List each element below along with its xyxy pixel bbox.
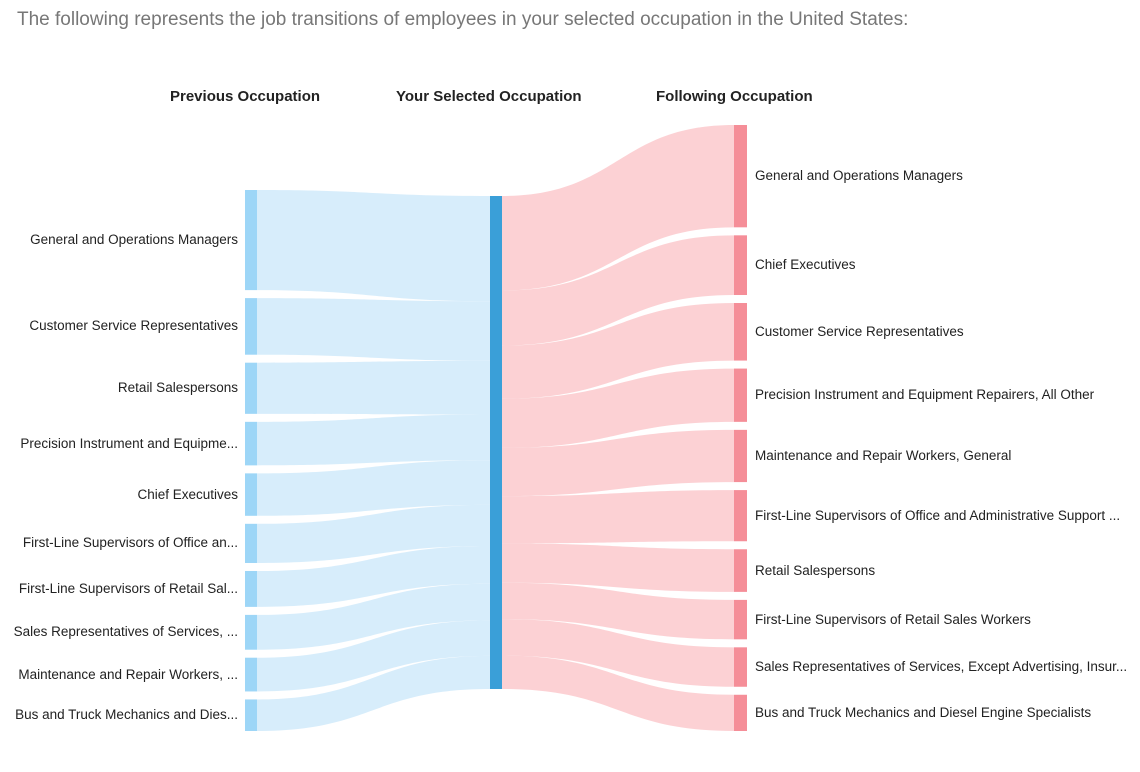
following-occupation-label: Precision Instrument and Equipment Repai… — [755, 387, 1095, 403]
following-occupation-label: Maintenance and Repair Workers, General — [755, 447, 1012, 463]
previous-occupation-label: Retail Salespersons — [117, 380, 238, 396]
following-occupation-label: Customer Service Representatives — [755, 323, 964, 339]
previous-occupation-node[interactable] — [245, 190, 257, 291]
source-link[interactable] — [257, 360, 490, 415]
following-occupation-label: Sales Representatives of Services, Excep… — [755, 659, 1128, 675]
previous-occupation-label: Maintenance and Repair Workers, ... — [18, 666, 238, 682]
following-occupation-node[interactable] — [734, 599, 747, 640]
target-link[interactable] — [502, 429, 734, 497]
source-link[interactable] — [257, 620, 490, 692]
previous-occupation-node[interactable] — [245, 421, 257, 466]
following-occupation-node[interactable] — [734, 125, 747, 228]
previous-occupation-node[interactable] — [245, 699, 257, 731]
target-link[interactable] — [502, 125, 734, 291]
following-occupation-node[interactable] — [734, 429, 747, 483]
target-link[interactable] — [502, 235, 734, 346]
target-link[interactable] — [502, 490, 734, 544]
source-link[interactable] — [257, 583, 490, 650]
following-occupation-node[interactable] — [734, 368, 747, 422]
following-occupation-label: Chief Executives — [755, 257, 856, 273]
source-links — [257, 190, 490, 731]
previous-occupation-node[interactable] — [245, 523, 257, 563]
following-occupation-label: General and Operations Managers — [755, 168, 963, 184]
previous-occupation-node[interactable] — [245, 570, 257, 607]
previous-occupation-label: First-Line Supervisors of Retail Sal... — [18, 580, 238, 596]
nodes — [245, 125, 747, 731]
previous-occupation-label: Bus and Truck Mechanics and Dies... — [15, 707, 238, 723]
previous-occupation-node[interactable] — [245, 657, 257, 692]
previous-occupation-label: Precision Instrument and Equipme... — [20, 435, 238, 451]
source-link[interactable] — [257, 460, 490, 516]
previous-occupation-label: Customer Service Representatives — [29, 318, 238, 334]
previous-occupation-label: Sales Representatives of Services, ... — [13, 624, 238, 640]
selected-occupation-node[interactable] — [490, 196, 502, 689]
following-occupation-node[interactable] — [734, 303, 747, 361]
target-link[interactable] — [502, 619, 734, 687]
source-link[interactable] — [257, 414, 490, 466]
intro-text: The following represents the job transit… — [17, 9, 909, 30]
following-occupation-label: Bus and Truck Mechanics and Diesel Engin… — [755, 704, 1092, 720]
previous-occupation-header: Previous Occupation — [170, 88, 321, 105]
target-link[interactable] — [502, 303, 734, 399]
following-occupation-node[interactable] — [734, 647, 747, 687]
following-occupation-label: Retail Salespersons — [755, 562, 876, 578]
following-occupation-node[interactable] — [734, 235, 747, 296]
source-link[interactable] — [257, 504, 490, 563]
following-occupation-label: First-Line Supervisors of Retail Sales W… — [755, 611, 1031, 627]
target-link[interactable] — [502, 368, 734, 448]
target-links — [502, 125, 734, 731]
previous-occupation-label: First-Line Supervisors of Office an... — [22, 535, 238, 551]
following-occupation-label: First-Line Supervisors of Office and Adm… — [755, 507, 1121, 523]
target-link[interactable] — [502, 582, 734, 640]
selected-occupation-header: Your Selected Occupation — [396, 88, 582, 105]
source-link[interactable] — [257, 298, 490, 361]
following-occupation-header: Following Occupation — [656, 88, 813, 105]
previous-occupation-node[interactable] — [245, 298, 257, 355]
target-link[interactable] — [502, 655, 734, 731]
following-occupation-node[interactable] — [734, 694, 747, 731]
previous-occupation-node[interactable] — [245, 473, 257, 516]
source-link[interactable] — [257, 655, 490, 731]
previous-occupation-node[interactable] — [245, 362, 257, 414]
previous-occupation-label: Chief Executives — [137, 486, 238, 502]
previous-occupation-label: General and Operations Managers — [30, 232, 238, 248]
following-occupation-node[interactable] — [734, 490, 747, 542]
target-link[interactable] — [502, 543, 734, 592]
source-link[interactable] — [257, 546, 490, 607]
previous-occupation-node[interactable] — [245, 614, 257, 650]
source-link[interactable] — [257, 190, 490, 302]
following-occupation-node[interactable] — [734, 549, 747, 592]
